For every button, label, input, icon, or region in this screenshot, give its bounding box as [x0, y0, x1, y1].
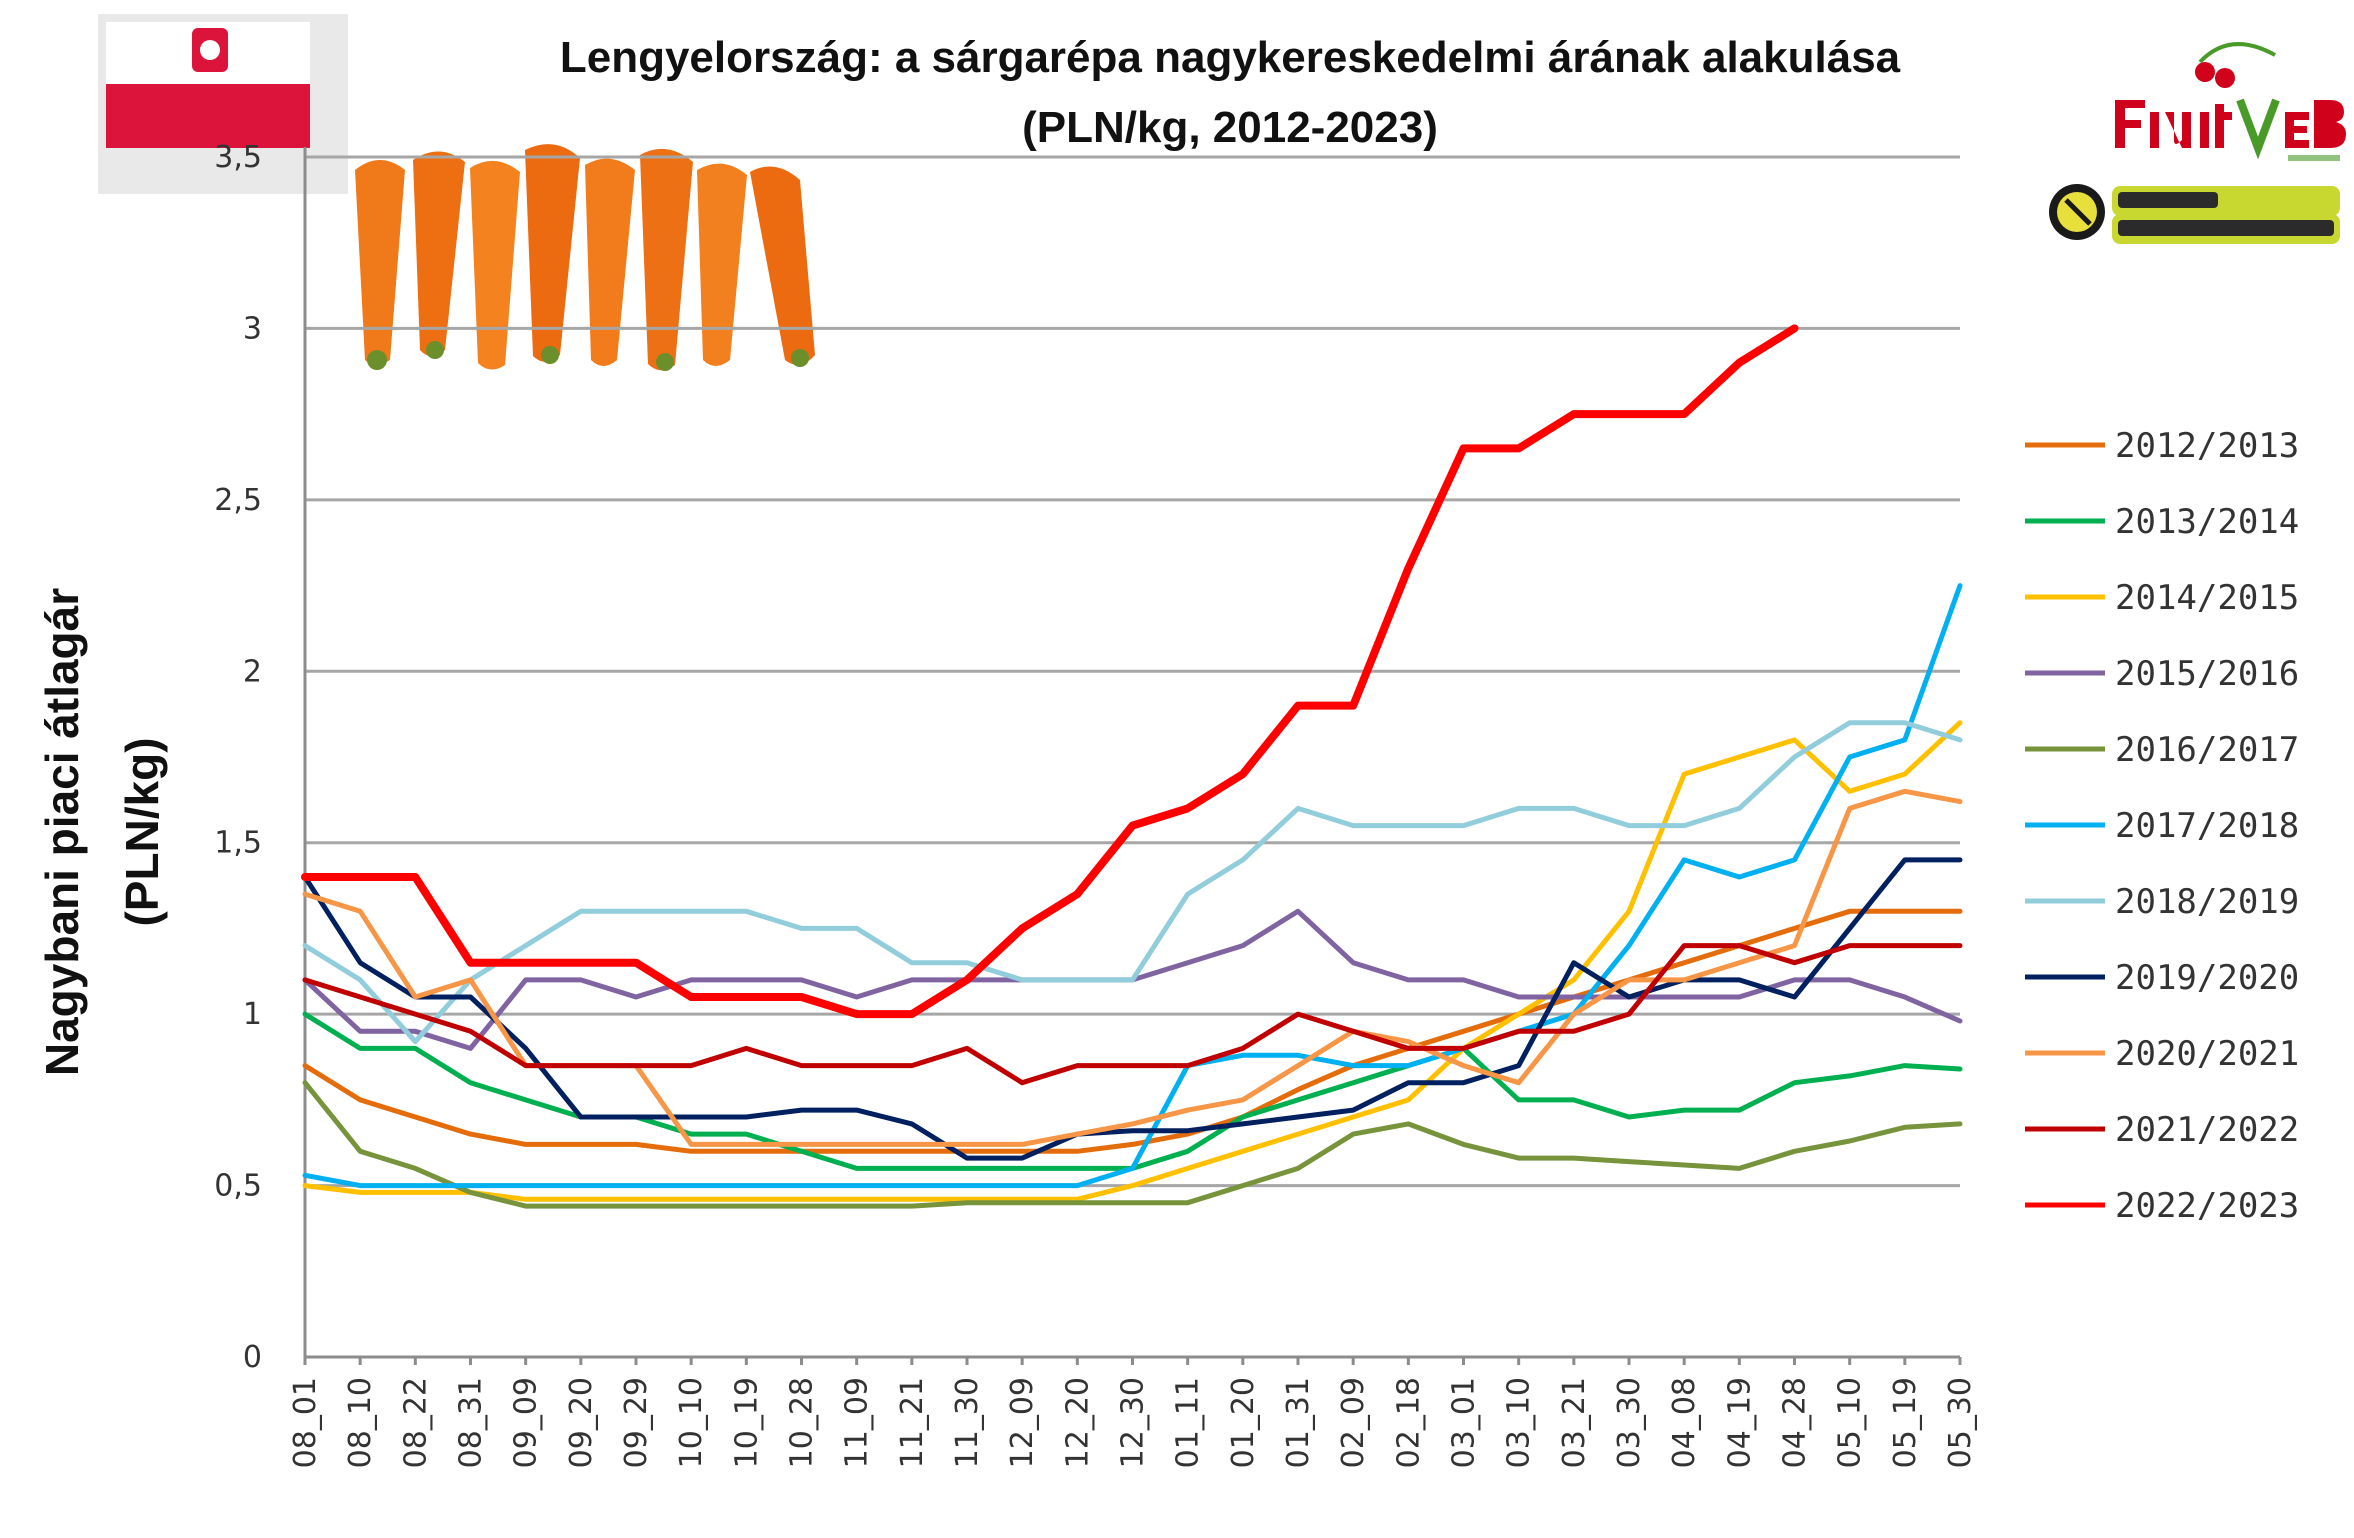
legend-label: 2018/2019: [2115, 882, 2299, 922]
x-tick-label: 08_01: [288, 1377, 323, 1468]
y-tick-label: 1: [243, 997, 262, 1032]
y-tick-label: 0,5: [214, 1169, 262, 1204]
y-tick-label: 0: [243, 1340, 262, 1375]
x-tick-label: 12_20: [1060, 1377, 1095, 1468]
x-tick-label: 08_22: [398, 1377, 433, 1468]
x-tick-label: 08_10: [343, 1377, 378, 1468]
series-line-2016-2017: [302, 1080, 1963, 1209]
x-tick-label: 09_09: [509, 1377, 544, 1468]
x-tick-label: 10_19: [729, 1377, 764, 1468]
x-tick-label: 09_29: [619, 1377, 654, 1468]
y-tick-label: 3,5: [214, 140, 262, 175]
legend-label: 2014/2015: [2115, 578, 2299, 618]
freshmarket-logo-icon: [2049, 184, 2340, 244]
legend-label: 2017/2018: [2115, 806, 2299, 846]
series-line-2019-2020: [302, 857, 1963, 1161]
series-line-2021-2022: [302, 943, 1963, 1086]
legend-label: 2016/2017: [2115, 730, 2299, 770]
x-tick-label: 01_31: [1281, 1377, 1316, 1468]
chart-title: Lengyelország: a sárgarépa nagykereskede…: [560, 33, 1901, 82]
x-tick-label: 04_19: [1722, 1377, 1757, 1468]
x-tick-label: 09_20: [564, 1377, 599, 1468]
series-line-2020-2021: [302, 788, 1963, 1147]
legend-label: 2019/2020: [2115, 958, 2299, 998]
x-tick-label: 10_28: [785, 1377, 820, 1468]
legend-label: 2021/2022: [2115, 1110, 2299, 1150]
x-tick-label: 04_28: [1778, 1377, 1813, 1468]
x-tick-label: 12_09: [1005, 1377, 1040, 1468]
x-tick-label: 03_01: [1447, 1377, 1482, 1468]
x-tick-label: 11_30: [950, 1377, 985, 1468]
x-tick-label: 02_09: [1336, 1377, 1371, 1468]
y-tick-label: 1,5: [214, 826, 262, 861]
legend-label: 2022/2023: [2115, 1186, 2299, 1226]
x-tick-label: 08_31: [454, 1377, 489, 1468]
y-tick-label: 2: [243, 654, 262, 689]
series-lines: [301, 324, 1963, 1209]
x-tick-label: 03_30: [1612, 1377, 1647, 1468]
series-line-2022-2023: [301, 324, 1799, 1019]
y-tick-label: 2,5: [214, 483, 262, 518]
series-line-2018-2019: [302, 720, 1963, 1045]
x-tick-label: 03_10: [1502, 1377, 1537, 1468]
y-tick-label: 3: [243, 311, 262, 346]
series-line-2012-2013: [302, 908, 1963, 1154]
x-tick-label: 10_10: [674, 1377, 709, 1468]
y-axis-label-line1: Nagybani piaci átlagár: [36, 588, 88, 1076]
x-tick-label: 11_21: [895, 1377, 930, 1468]
series-line-2017-2018: [302, 583, 1963, 1189]
y-tick-labels: 0 0,5 1 1,5 2 2,5 3 3,5: [214, 140, 262, 1375]
legend-label: 2013/2014: [2115, 502, 2299, 542]
legend-label: 2012/2013: [2115, 426, 2299, 466]
legend-label: 2020/2021: [2115, 1034, 2299, 1074]
legend-label: 2015/2016: [2115, 654, 2299, 694]
x-tick-labels: 08_01 08_10 08_22 08_31 09_09 09_20 09_29 10_10…: [288, 1357, 1978, 1468]
x-tick-label: 05_30: [1943, 1377, 1978, 1468]
x-tick-label: 12_30: [1116, 1377, 1151, 1468]
x-tick-label: 04_08: [1667, 1377, 1702, 1468]
legend: 2012/2013 2013/2014 2014/2015 2015/2016 2016…: [2025, 426, 2299, 1226]
fruitveb-logo-icon: [2115, 42, 2346, 161]
gridlines: [305, 155, 1960, 1188]
x-tick-label: 01_20: [1226, 1377, 1261, 1468]
carrots-image-icon: [355, 144, 815, 371]
series-line-2014-2015: [302, 720, 1963, 1202]
chart-subtitle: (PLN/kg, 2012-2023): [1022, 103, 1438, 152]
y-axis-label-line2: (PLN/kg): [116, 737, 168, 926]
x-tick-label: 01_11: [1171, 1377, 1206, 1468]
x-tick-label: 11_09: [840, 1377, 875, 1468]
x-tick-label: 05_10: [1833, 1377, 1868, 1468]
x-tick-label: 03_21: [1557, 1377, 1592, 1468]
poland-flag-icon: [98, 14, 348, 194]
x-tick-label: 05_19: [1888, 1377, 1923, 1468]
x-tick-label: 02_18: [1391, 1377, 1426, 1468]
